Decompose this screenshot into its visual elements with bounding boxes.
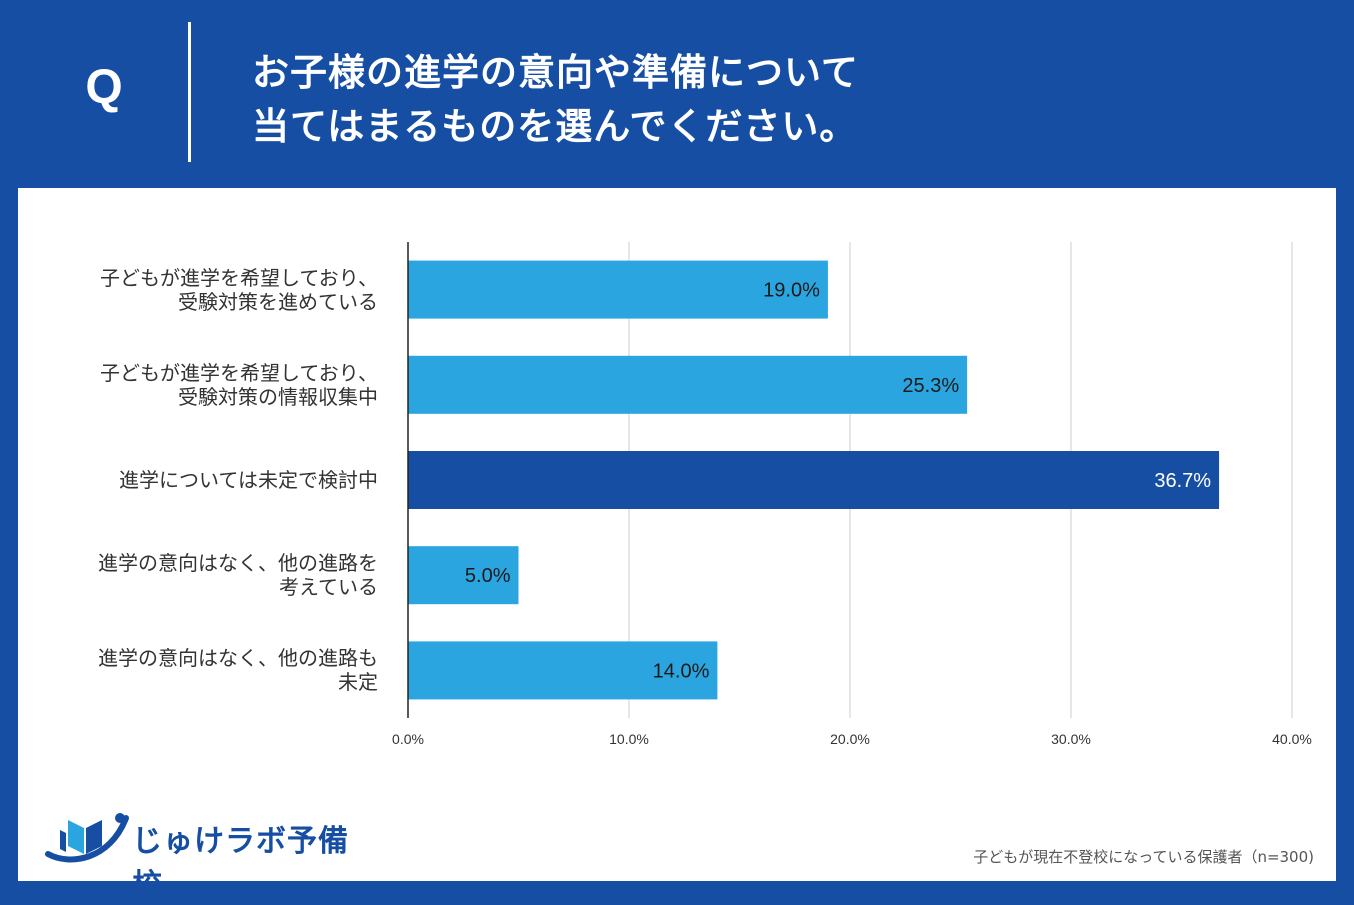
data-label: 14.0% — [653, 660, 710, 682]
bar-chart: 0.0% 10.0% 20.0% 30.0% 40.0% 19.0% 25.3% 36.7% 5… — [392, 242, 1312, 747]
data-label: 5.0% — [465, 565, 511, 587]
sample-footnote: 子どもが現在不登校になっている保護者（n=300) — [973, 848, 1314, 866]
bar — [408, 355, 968, 414]
category-label: 進学の意向はなく、他の進路も 未定 — [98, 646, 378, 695]
header-divider — [188, 22, 191, 162]
category-label: 進学については未定で検討中 — [119, 468, 378, 492]
bar — [408, 260, 828, 319]
chart-panel: 0.0% 10.0% 20.0% 30.0% 40.0% 19.0% 25.3% 36.7% 5… — [18, 188, 1336, 903]
brand-logo: じゅけラボ予備校 — [40, 808, 370, 903]
bar — [408, 451, 1220, 509]
x-tick-label: 10.0% — [609, 731, 649, 747]
x-tick-label: 40.0% — [1272, 731, 1312, 747]
x-tick-label: 0.0% — [392, 731, 424, 747]
x-tick-label: 30.0% — [1051, 731, 1091, 747]
bar — [408, 641, 718, 700]
data-label: 36.7% — [1154, 470, 1211, 492]
category-label: 子どもが進学を希望しており、 受験対策を進めている — [100, 265, 378, 314]
data-label: 25.3% — [902, 375, 959, 397]
question-marker: Q — [85, 61, 123, 114]
bar — [408, 546, 519, 605]
category-label: 子どもが進学を希望しており、 受験対策の情報収集中 — [100, 360, 378, 409]
book-logo-icon — [45, 813, 129, 863]
logo-text: じゅけラボ予備校 — [132, 824, 349, 903]
question-text: お子様の進学の意向や準備について 当てはまるものを選んでください。 — [252, 46, 859, 154]
data-label: 19.0% — [763, 280, 820, 302]
question-line-1: お子様の進学の意向や準備について — [252, 51, 859, 94]
category-label: 進学の意向はなく、他の進路を 考えている — [98, 551, 378, 600]
x-tick-label: 20.0% — [830, 731, 870, 747]
question-line-2: 当てはまるものを選んでください。 — [252, 105, 858, 148]
